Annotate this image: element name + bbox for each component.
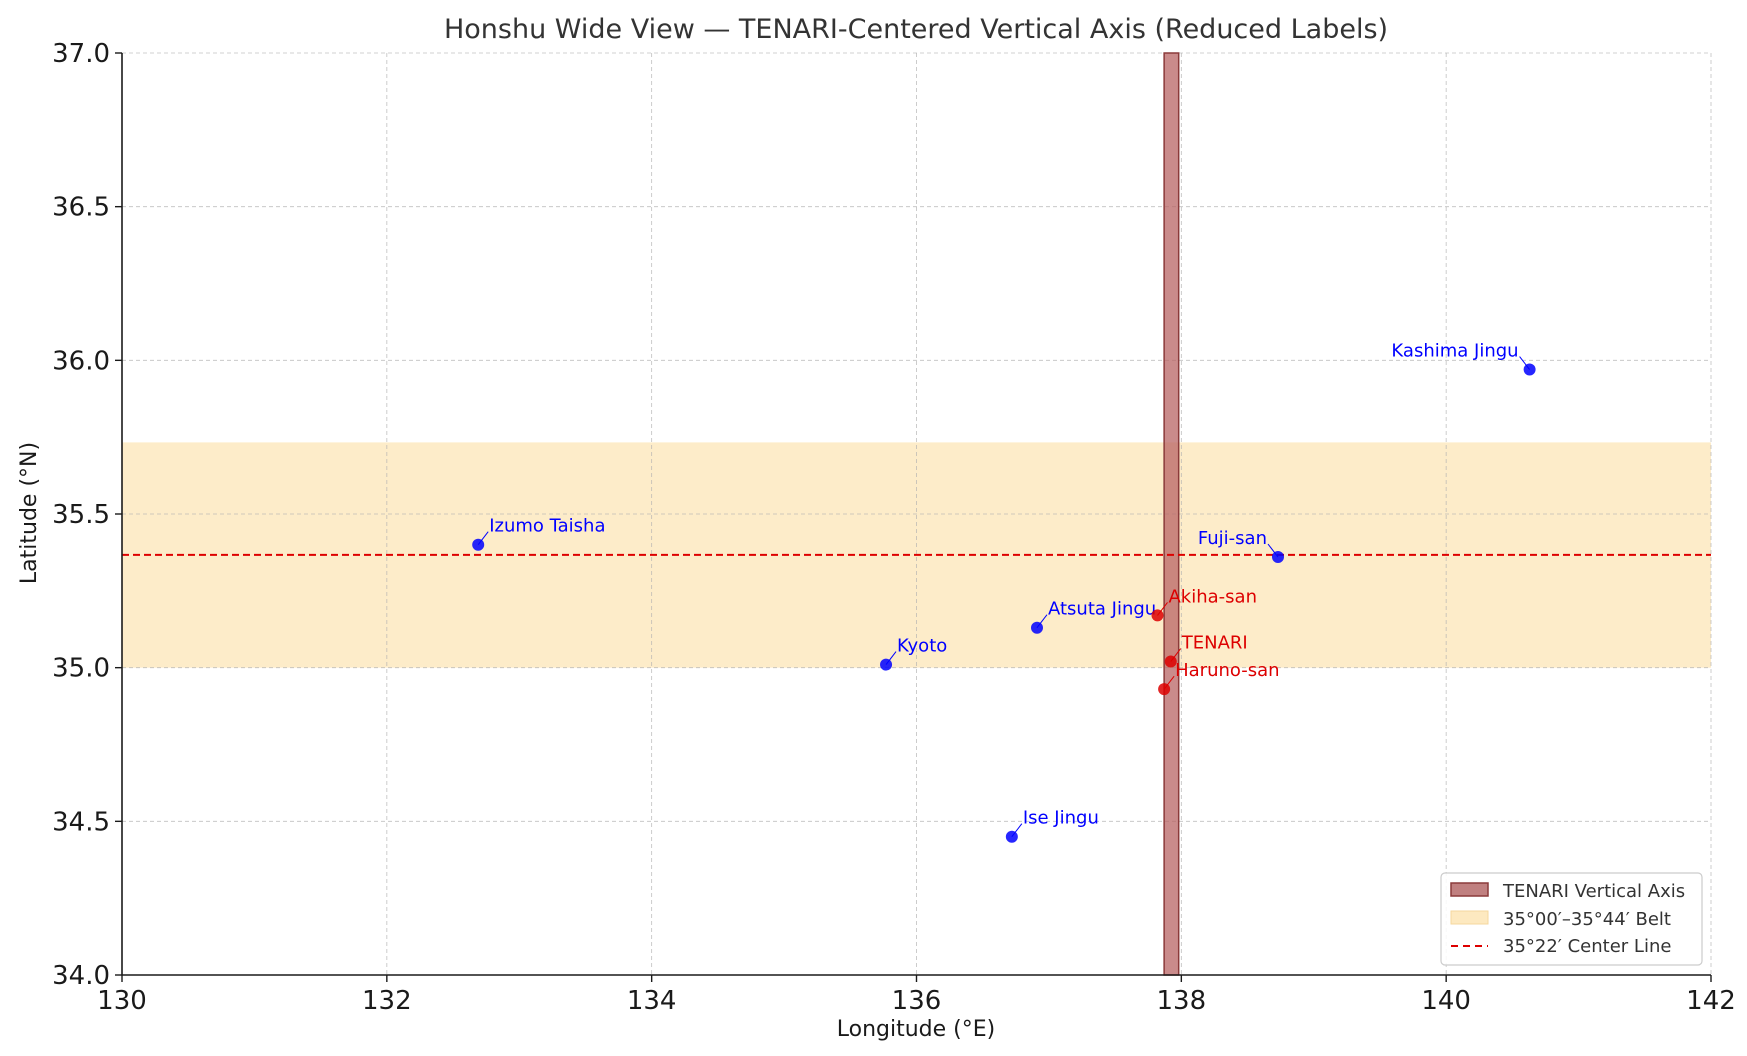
point-haruno-san xyxy=(1158,683,1171,696)
y-tick-label: 34.5 xyxy=(52,807,110,837)
point-label-kyoto: Kyoto xyxy=(897,636,947,657)
x-tick-label: 132 xyxy=(362,986,412,1016)
chart-title: Honshu Wide View — TENARI-Centered Verti… xyxy=(444,14,1388,45)
point-label-tenari: TENARI xyxy=(1181,633,1248,654)
point-label-ise-jingu: Ise Jingu xyxy=(1023,808,1099,829)
legend-belt-swatch xyxy=(1450,910,1489,925)
point-atsuta-jingu xyxy=(1030,621,1043,634)
tenari-vertical-axis-band xyxy=(1163,52,1180,976)
tick-labels: 130 132 134 136 138 140 142 34.0 34.5 35.0 35.5 36.… xyxy=(52,39,1736,1016)
legend-center-line-label: 35°22′ Center Line xyxy=(1503,936,1671,957)
point-tenari xyxy=(1164,655,1177,668)
legend-box xyxy=(1440,872,1703,966)
point-kyoto xyxy=(880,658,893,671)
x-tick-label: 130 xyxy=(97,986,147,1016)
y-tick-label: 36.5 xyxy=(52,193,110,223)
x-tick-label: 142 xyxy=(1686,986,1736,1016)
point-label-fuji-san: Fuji-san xyxy=(1198,528,1267,549)
y-tick-label: 36.0 xyxy=(52,346,110,376)
point-fuji-san xyxy=(1271,551,1284,564)
legend-belt-label: 35°00′–35°44′ Belt xyxy=(1503,909,1671,930)
points-layer: Izumo Taisha Kyoto Atsuta Jingu Ise Jingu Fu… xyxy=(472,341,1536,843)
point-label-izumo-taisha: Izumo Taisha xyxy=(489,516,605,537)
x-tick-label: 134 xyxy=(627,986,677,1016)
y-tick-label: 35.5 xyxy=(52,500,110,530)
point-ise-jingu xyxy=(1005,830,1018,843)
point-label-atsuta-jingu: Atsuta Jingu xyxy=(1048,599,1156,620)
y-tick-label: 35.0 xyxy=(52,654,110,684)
vertical-axis-layer xyxy=(1163,52,1180,976)
point-izumo-taisha xyxy=(472,538,485,551)
point-label-akiha-san: Akiha-san xyxy=(1168,586,1257,607)
y-tick-label: 34.0 xyxy=(52,961,110,991)
y-axis-label: Latitude (°N) xyxy=(17,442,42,584)
x-tick-label: 140 xyxy=(1421,986,1471,1016)
legend-vertical-axis-swatch xyxy=(1450,882,1489,897)
legend-vertical-axis-label: TENARI Vertical Axis xyxy=(1502,881,1685,902)
legend: TENARI Vertical Axis 35°00′–35°44′ Belt … xyxy=(1440,872,1703,966)
x-tick-label: 136 xyxy=(892,986,942,1016)
point-akiha-san xyxy=(1151,609,1164,622)
y-tick-label: 37.0 xyxy=(52,39,110,69)
x-axis-label: Longitude (°E) xyxy=(837,1017,995,1042)
point-label-kashima-jingu: Kashima Jingu xyxy=(1391,341,1518,362)
x-tick-label: 138 xyxy=(1157,986,1207,1016)
point-kashima-jingu xyxy=(1523,363,1536,376)
point-label-haruno-san: Haruno-san xyxy=(1175,660,1279,681)
